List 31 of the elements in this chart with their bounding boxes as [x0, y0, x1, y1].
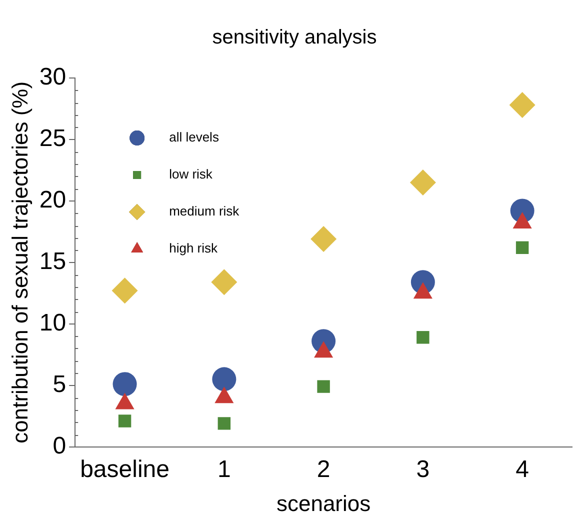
legend-label: high risk: [169, 240, 218, 256]
x-tick-label: 1: [217, 456, 231, 483]
y-tick-label: 5: [52, 370, 66, 398]
point: [410, 169, 436, 196]
y-tick-label: 15: [39, 248, 66, 276]
point: [212, 367, 236, 392]
x-tick-label: 4: [516, 456, 529, 483]
x-tick-label: baseline: [80, 456, 170, 483]
y-tick-label: 25: [39, 125, 66, 152]
point: [317, 380, 330, 393]
legend-label: medium risk: [169, 204, 240, 219]
point: [310, 226, 337, 252]
legend-label: all levels: [169, 130, 220, 145]
y-tick-label: 0: [52, 432, 66, 460]
point: [516, 241, 529, 254]
point: [218, 417, 231, 430]
y-tick-label: 30: [39, 64, 66, 91]
chart-title: sensitivity analysis: [212, 26, 377, 49]
point: [509, 92, 536, 118]
x-tick-label: 2: [316, 456, 330, 483]
y-tick-label: 20: [39, 186, 66, 214]
legend-label: low risk: [169, 166, 213, 182]
point: [112, 372, 137, 396]
y-tick-label: 10: [39, 309, 66, 336]
point: [416, 331, 430, 344]
x-tick-label: 3: [416, 456, 430, 483]
point: [211, 269, 238, 296]
point: [118, 414, 132, 428]
point: [112, 278, 138, 304]
x-axis-title: scenarios: [276, 490, 371, 516]
y-axis-title: contribution of sexual trajectories (%): [7, 81, 32, 444]
